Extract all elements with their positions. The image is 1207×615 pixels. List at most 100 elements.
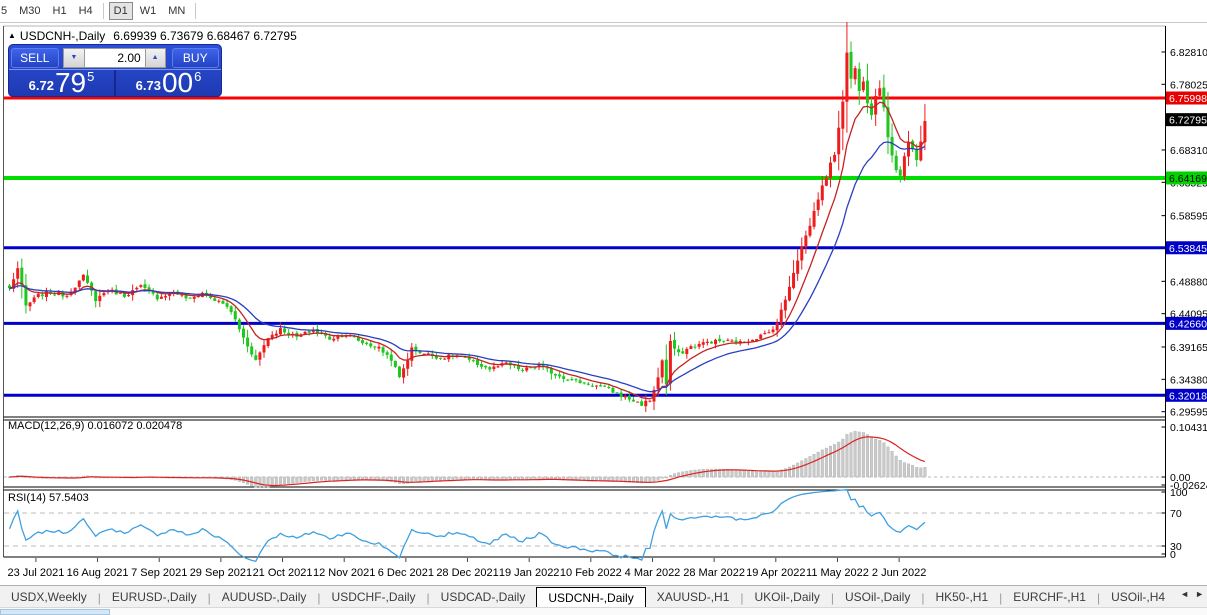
candle-body: [221, 300, 225, 304]
tab-scroll-left-icon[interactable]: ◄: [1180, 589, 1190, 599]
macd-histogram-bar: [656, 476, 660, 481]
chart-tab-usdchf-daily[interactable]: USDCHF-,Daily: [331, 590, 416, 604]
timeframe-button-h4[interactable]: H4: [78, 5, 93, 17]
macd-histogram-bar: [898, 459, 902, 478]
candle-body: [681, 351, 685, 354]
candle-body: [225, 303, 229, 307]
candle-body: [906, 141, 910, 157]
macd-histogram-bar: [878, 440, 882, 478]
date-axis-label: 16 Aug 2021: [67, 567, 129, 579]
candle-body: [783, 299, 787, 311]
macd-histogram-bar: [447, 476, 451, 481]
candle-body: [902, 156, 906, 177]
candle-body: [381, 347, 385, 353]
sell-price-prefix: 6.72: [28, 78, 54, 93]
candle-body: [586, 383, 590, 385]
candle-body: [426, 353, 430, 355]
macd-histogram-bar: [742, 470, 746, 478]
macd-histogram-bar: [759, 471, 763, 478]
macd-histogram-bar: [418, 476, 422, 482]
candlestick-chart[interactable]: 6.828106.780256.683106.635256.585956.488…: [0, 22, 1207, 583]
candle-body: [898, 169, 902, 176]
timeframe-button-d1[interactable]: D1: [108, 2, 133, 20]
candle-body: [512, 364, 516, 366]
macd-histogram-bar: [882, 442, 886, 478]
candle-body: [878, 88, 882, 96]
macd-histogram-bar: [463, 476, 467, 480]
chart-tab-bar: USDX,Weekly | EURUSD-,Daily | AUDUSD-,Daily |…: [0, 585, 1207, 608]
candle-body: [102, 293, 106, 296]
macd-histogram-bar: [508, 476, 512, 480]
sell-price[interactable]: 6.72 79 5: [9, 69, 114, 97]
volume-input[interactable]: 2.00: [85, 47, 145, 68]
candle-body: [771, 329, 775, 333]
candle-body: [558, 374, 562, 377]
candle-body: [385, 352, 389, 355]
buy-price[interactable]: 6.73 00 6: [116, 67, 221, 98]
macd-histogram-bar: [385, 476, 389, 482]
scrollbar-thumb[interactable]: [0, 609, 110, 615]
volume-decrease-button[interactable]: ▼: [62, 47, 86, 68]
macd-histogram-bar: [319, 476, 323, 481]
macd-histogram-bar: [787, 466, 791, 478]
candle-body: [644, 400, 648, 407]
chart-tab-ukoil-daily[interactable]: UKOil-,Daily: [754, 590, 820, 604]
macd-histogram-bar: [767, 471, 771, 478]
candle-body: [303, 331, 307, 335]
macd-histogram-bar: [270, 476, 274, 487]
timeframe-button-5[interactable]: 5: [1, 5, 8, 17]
chart-tab-usdx-weekly[interactable]: USDX,Weekly: [11, 590, 87, 604]
volume-increase-button[interactable]: ▲: [144, 47, 166, 68]
candle-body: [668, 340, 672, 384]
sell-button[interactable]: SELL: [11, 47, 59, 68]
timeframe-button-m30[interactable]: M30: [19, 5, 41, 17]
macd-histogram-bar: [402, 476, 406, 485]
chart-tab-audusd-daily[interactable]: AUDUSD-,Daily: [221, 590, 307, 604]
macd-histogram-bar: [336, 476, 340, 481]
timeframe-button-h1[interactable]: H1: [52, 5, 67, 17]
price-badge: [1166, 171, 1207, 185]
buy-button[interactable]: BUY: [171, 47, 220, 68]
macd-histogram-bar: [652, 476, 656, 482]
chart-tab-hk50-h1[interactable]: HK50-,H1: [935, 590, 989, 604]
horizontal-scrollbar[interactable]: [0, 607, 1207, 615]
macd-histogram-bar: [861, 432, 865, 478]
tab-scroll-right-icon[interactable]: ►: [1195, 589, 1204, 599]
candle-body: [648, 400, 652, 402]
chart-tab-eurusd-daily[interactable]: EURUSD-,Daily: [111, 590, 197, 604]
macd-histogram-bar: [779, 469, 783, 478]
macd-histogram-bar: [504, 476, 508, 480]
symbol-period-label: USDCNH-,Daily: [19, 29, 106, 43]
candle-body: [258, 352, 262, 360]
candle-body: [697, 343, 701, 347]
chart-tab-usoil-h4[interactable]: USOil-,H4: [1111, 590, 1166, 604]
macd-histogram-bar: [796, 462, 800, 478]
macd-axis-label: 0.00: [1170, 472, 1191, 484]
macd-axis-label: 0.104313: [1170, 422, 1207, 434]
candle-body: [829, 162, 832, 179]
candle-body: [673, 340, 677, 349]
candle-body: [824, 177, 828, 186]
timeframe-button-mn[interactable]: MN: [168, 5, 186, 17]
collapse-arrow-icon[interactable]: ▲: [8, 31, 16, 40]
chart-tab-usdcad-daily[interactable]: USDCAD-,Daily: [440, 590, 526, 604]
timeframe-button-w1[interactable]: W1: [139, 5, 157, 17]
chart-tab-usdcnh-daily[interactable]: USDCNH-,Daily: [536, 587, 646, 608]
candle-body: [422, 353, 426, 355]
candle-body: [537, 364, 541, 367]
candle-body: [595, 385, 599, 387]
date-axis-label: 4 Mar 2022: [625, 567, 681, 579]
macd-histogram-bar: [816, 451, 820, 478]
price-axis-label: 6.48880: [1170, 276, 1207, 288]
chart-tab-xauusd-h1[interactable]: XAUUSD-,H1: [656, 590, 730, 604]
candle-body: [886, 107, 890, 138]
candle-body: [701, 342, 705, 345]
chart-tab-eurchf-h1[interactable]: EURCHF-,H1: [1013, 590, 1086, 604]
candle-body: [816, 199, 820, 211]
macd-histogram-bar: [775, 470, 779, 478]
buy-price-big: 00: [161, 67, 194, 98]
date-axis-label: 28 Mar 2022: [683, 567, 745, 579]
chart-tab-usoil-daily[interactable]: USOil-,Daily: [844, 590, 911, 604]
candle-body: [693, 346, 697, 348]
